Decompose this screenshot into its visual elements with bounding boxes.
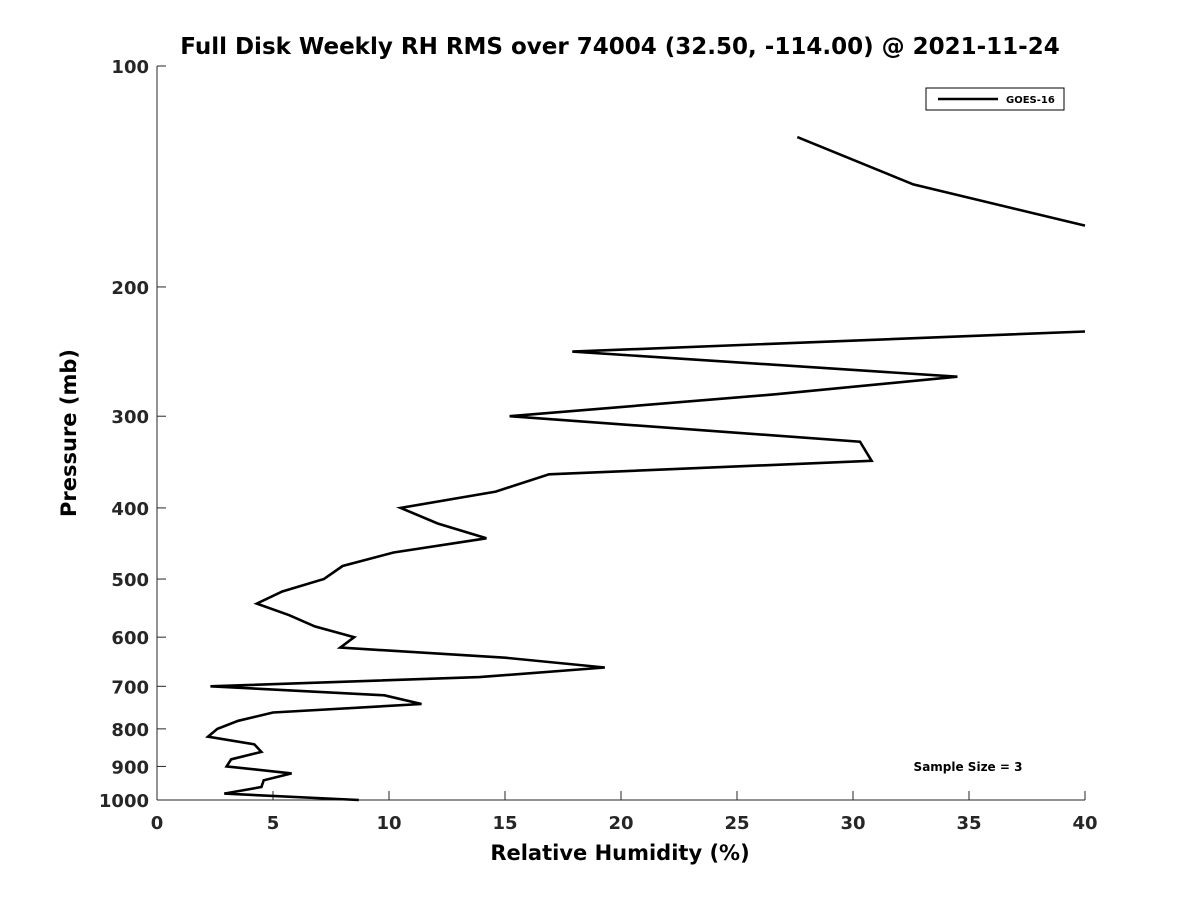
x-tick-label: 0 bbox=[151, 813, 164, 834]
y-tick-label: 500 bbox=[111, 570, 149, 591]
y-tick-label: 100 bbox=[111, 57, 149, 78]
y-tick-label: 700 bbox=[111, 677, 149, 698]
y-tick-label: 1000 bbox=[99, 791, 149, 812]
x-axis-label: Relative Humidity (%) bbox=[490, 841, 749, 865]
legend: GOES-16 bbox=[925, 87, 1065, 111]
x-tick-label: 15 bbox=[492, 813, 517, 834]
y-tick-label: 900 bbox=[111, 757, 149, 778]
y-tick-label: 300 bbox=[111, 407, 149, 428]
legend-label: GOES-16 bbox=[1006, 95, 1055, 106]
x-tick-label: 40 bbox=[1072, 813, 1097, 834]
series-line-goes-16-segment-2 bbox=[204, 330, 1086, 802]
x-tick-label: 35 bbox=[956, 813, 981, 834]
annotation: Sample Size = 3 bbox=[914, 760, 1023, 774]
x-tick-label: 20 bbox=[608, 813, 633, 834]
series-line-goes-16-segment-1 bbox=[796, 135, 1086, 227]
series-layer bbox=[204, 135, 1086, 802]
y-tick-label: 200 bbox=[111, 278, 149, 299]
y-tick-label: 400 bbox=[111, 499, 149, 520]
x-tick-label: 30 bbox=[840, 813, 865, 834]
chart-title: Full Disk Weekly RH RMS over 74004 (32.5… bbox=[180, 34, 1059, 60]
x-tick-label: 10 bbox=[376, 813, 401, 834]
axes: 0 5 10 15 20 25 30 35 40 100 200 300 400 500 600 700 800… bbox=[99, 57, 1098, 834]
y-axis-label: Pressure (mb) bbox=[57, 349, 81, 517]
x-tick-label: 5 bbox=[267, 813, 280, 834]
y-tick-label: 800 bbox=[111, 720, 149, 741]
x-tick-label: 25 bbox=[724, 813, 749, 834]
y-tick-label: 600 bbox=[111, 628, 149, 649]
